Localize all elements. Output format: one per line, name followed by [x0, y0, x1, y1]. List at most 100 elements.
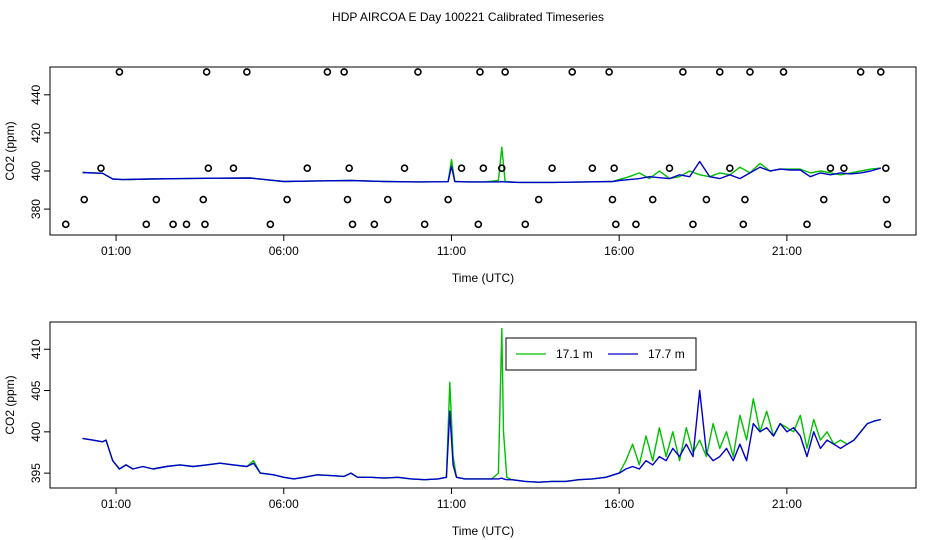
top-y-tick-label: 420: [29, 123, 43, 143]
calibration-marker: [882, 164, 890, 172]
calibration-marker: [746, 68, 754, 76]
calibration-marker: [779, 68, 788, 76]
bottom-y-tick-label: 405: [29, 380, 43, 400]
top-panel: 01:00 06:00 11:00 16:00 21:00 380 400 420 440 T…: [3, 66, 917, 285]
calibration-marker: [882, 195, 891, 204]
calibration-marker: [726, 164, 734, 172]
calibration-marker: [303, 164, 312, 172]
top-x-tick-label: 01:00: [101, 244, 131, 258]
top-x-tick-label: 11:00: [437, 244, 466, 258]
calibration-marker: [856, 68, 865, 76]
bottom-x-tick-label: 21:00: [772, 497, 802, 511]
bottom-x-axis-label: Time (UTC): [452, 524, 514, 538]
calibration-marker: [201, 220, 209, 229]
bottom-x-tick-label: 06:00: [269, 497, 299, 511]
figure-title: HDP AIRCOA E Day 100221 Calibrated Times…: [332, 10, 604, 24]
calibration-marker: [474, 220, 483, 229]
bottom-y-axis-label: CO2 (ppm): [3, 375, 17, 434]
bottom-x-tick-label: 01:00: [101, 497, 131, 511]
top-x-tick-label: 06:00: [269, 244, 299, 258]
calibration-marker: [414, 68, 422, 76]
top-series-group: [82, 146, 881, 184]
calibration-marker: [115, 68, 124, 76]
calibration-marker: [588, 164, 597, 172]
calibration-marker: [501, 68, 509, 76]
calibration-marker: [476, 68, 484, 76]
calibration-marker: [345, 164, 353, 172]
calibration-marker: [340, 68, 348, 76]
calibration-marker: [283, 195, 291, 204]
calibration-marker: [840, 164, 848, 172]
top-y-axis-label: CO2 (ppm): [3, 121, 17, 180]
top-marker-group: [61, 68, 892, 229]
calibration-marker: [648, 195, 657, 204]
top-y-axis: 380 400 420 440: [29, 84, 50, 219]
calibration-marker: [243, 68, 251, 76]
calibration-marker: [142, 220, 151, 229]
calibration-marker: [343, 195, 352, 204]
calibration-marker: [741, 195, 749, 204]
calibration-marker: [61, 220, 70, 229]
bottom-x-tick-label: 16:00: [604, 497, 634, 511]
calibration-marker: [457, 164, 466, 172]
bottom-x-tick-label: 11:00: [437, 497, 466, 511]
calibration-marker: [152, 195, 161, 204]
calibration-marker: [521, 220, 530, 229]
calibration-marker: [444, 195, 452, 204]
top-y-tick-label: 440: [29, 84, 43, 104]
calibration-marker: [199, 195, 208, 204]
calibration-marker: [479, 164, 488, 172]
calibration-marker: [876, 68, 885, 76]
calibration-marker: [497, 164, 506, 172]
calibration-marker: [702, 195, 711, 204]
bottom-plot-frame: [49, 321, 917, 489]
calibration-marker: [202, 68, 211, 76]
calibration-marker: [534, 195, 543, 204]
calibration-marker: [266, 220, 275, 229]
top-x-axis: 01:00 06:00 11:00 16:00 21:00: [101, 235, 802, 258]
top-y-tick-label: 380: [29, 199, 43, 219]
bottom-y-tick-label: 410: [29, 339, 43, 359]
calibration-marker: [632, 220, 640, 229]
top-y-tick-label: 400: [29, 161, 43, 181]
calibration-marker: [400, 164, 409, 172]
calibration-marker: [819, 195, 828, 204]
calibration-marker: [97, 164, 105, 172]
calibration-marker: [420, 220, 429, 229]
bottom-y-tick-label: 395: [29, 463, 43, 483]
calibration-marker: [348, 220, 357, 229]
calibration-marker: [803, 220, 811, 229]
calibration-marker: [323, 68, 332, 76]
calibration-marker: [548, 164, 556, 172]
legend-label-17-7-m: 17.7 m: [648, 347, 685, 361]
bottom-x-axis: 01:00 06:00 11:00 16:00 21:00: [101, 488, 802, 511]
calibration-marker: [883, 220, 892, 229]
calibration-marker: [169, 220, 177, 229]
calibration-marker: [679, 68, 687, 76]
bottom-y-tick-label: 400: [29, 422, 43, 442]
calibration-marker: [739, 220, 748, 229]
calibration-marker: [182, 220, 191, 229]
calibration-marker: [665, 164, 674, 172]
bottom-series-line-green: [82, 327, 881, 483]
calibration-marker: [826, 164, 835, 172]
calibration-marker: [370, 220, 379, 229]
calibration-marker: [610, 164, 618, 172]
calibration-marker: [715, 68, 724, 76]
calibration-marker: [689, 220, 697, 229]
bottom-y-axis: 395 400 405 410: [29, 339, 50, 483]
bottom-panel: 01:00 06:00 11:00 16:00 21:00 395 400 405 410 T…: [3, 321, 917, 538]
calibration-marker: [568, 68, 577, 76]
top-series-line-blue: [82, 160, 881, 184]
calibration-marker: [605, 68, 613, 76]
legend: 17.1 m 17.7 m: [505, 337, 697, 371]
top-x-axis-label: Time (UTC): [452, 271, 514, 285]
calibration-marker: [204, 164, 213, 172]
calibration-marker: [80, 195, 89, 204]
calibration-marker: [383, 195, 392, 204]
legend-label-17-1-m: 17.1 m: [556, 347, 593, 361]
calibration-marker: [608, 195, 617, 204]
calibration-marker: [612, 220, 620, 229]
bottom-series-group: [82, 327, 881, 483]
